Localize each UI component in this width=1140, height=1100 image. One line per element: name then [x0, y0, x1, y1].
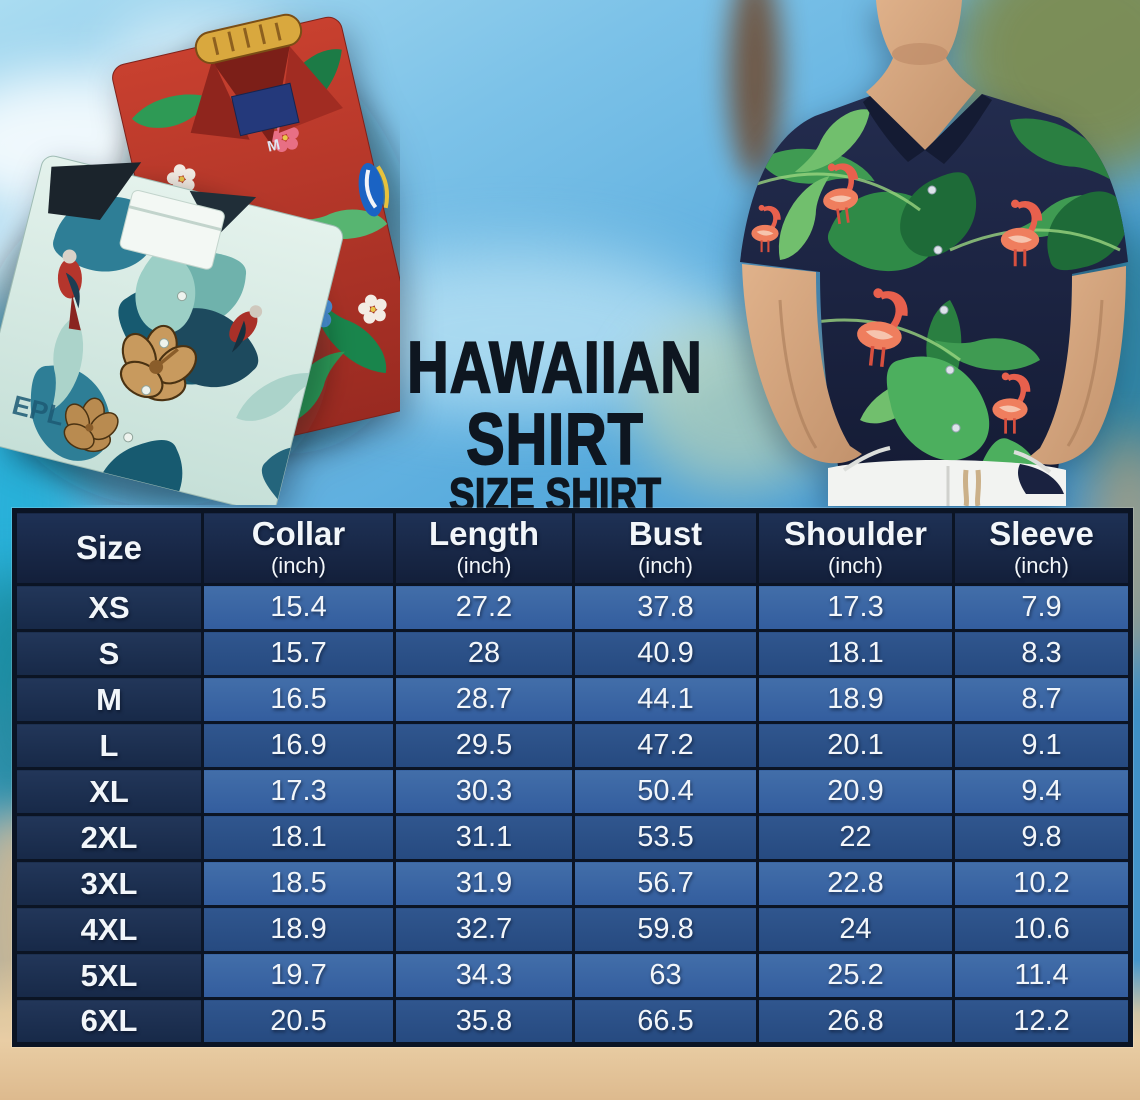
size-cell: 5XL: [13, 951, 204, 1000]
value-cell: 18.1: [756, 629, 955, 678]
value-cell: 9.8: [952, 813, 1132, 862]
size-row-m: M 16.5 28.7 44.1 18.9 8.7: [13, 675, 1132, 724]
value-cell: 66.5: [572, 997, 759, 1046]
value-cell: 28: [393, 629, 575, 678]
red-shirt-size-tag: M: [266, 136, 282, 155]
size-row-2xl: 2XL 18.1 31.1 53.5 22 9.8: [13, 813, 1132, 862]
value-cell: 26.8: [756, 997, 955, 1046]
size-chart-header: Size Collar (inch) Length (inch) Bust (inch) Sh…: [13, 509, 1132, 586]
model-photo: [740, 0, 1128, 506]
value-cell: 32.7: [393, 905, 575, 954]
value-cell: 9.4: [952, 767, 1132, 816]
size-cell: 6XL: [13, 997, 204, 1046]
value-cell: 18.1: [201, 813, 396, 862]
palm-trunk-blur: [728, 0, 782, 180]
value-cell: 16.9: [201, 721, 396, 770]
value-cell: 34.3: [393, 951, 575, 1000]
column-header: Length (inch): [393, 509, 575, 586]
size-cell: 4XL: [13, 905, 204, 954]
value-cell: 28.7: [393, 675, 575, 724]
size-chart-table: Size Collar (inch) Length (inch) Bust (inch) Sh…: [12, 508, 1133, 1047]
size-cell: 2XL: [13, 813, 204, 862]
size-row-5xl: 5XL 19.7 34.3 63 25.2 11.4: [13, 951, 1132, 1000]
value-cell: 8.3: [952, 629, 1132, 678]
value-cell: 22.8: [756, 859, 955, 908]
value-cell: 31.1: [393, 813, 575, 862]
size-row-s: S 15.7 28 40.9 18.1 8.3: [13, 629, 1132, 678]
value-cell: 44.1: [572, 675, 759, 724]
value-cell: 9.1: [952, 721, 1132, 770]
value-cell: 25.2: [756, 951, 955, 1000]
value-cell: 20.9: [756, 767, 955, 816]
value-cell: 12.2: [952, 997, 1132, 1046]
size-cell: XL: [13, 767, 204, 816]
size-cell: S: [13, 629, 204, 678]
value-cell: 27.2: [393, 583, 575, 632]
parrot-print: [57, 249, 82, 331]
value-cell: 15.7: [201, 629, 396, 678]
column-header: Shoulder (inch): [756, 509, 955, 586]
value-cell: 63: [572, 951, 759, 1000]
value-cell: 17.3: [756, 583, 955, 632]
value-cell: 10.6: [952, 905, 1132, 954]
value-cell: 47.2: [572, 721, 759, 770]
value-cell: 19.7: [201, 951, 396, 1000]
value-cell: 50.4: [572, 767, 759, 816]
value-cell: 20.1: [756, 721, 955, 770]
value-cell: 22: [756, 813, 955, 862]
value-cell: 59.8: [572, 905, 759, 954]
value-cell: 40.9: [572, 629, 759, 678]
value-cell: 17.3: [201, 767, 396, 816]
value-cell: 37.8: [572, 583, 759, 632]
column-header: Bust (inch): [572, 509, 759, 586]
parrot-print: [229, 305, 263, 353]
size-row-3xl: 3XL 18.5 31.9 56.7 22.8 10.2: [13, 859, 1132, 908]
value-cell: 11.4: [952, 951, 1132, 1000]
value-cell: 16.5: [201, 675, 396, 724]
column-header: Collar (inch): [201, 509, 396, 586]
size-cell: M: [13, 675, 204, 724]
size-row-4xl: 4XL 18.9 32.7 59.8 24 10.6: [13, 905, 1132, 954]
size-row-xl: XL 17.3 30.3 50.4 20.9 9.4: [13, 767, 1132, 816]
value-cell: 35.8: [393, 997, 575, 1046]
value-cell: 10.2: [952, 859, 1132, 908]
size-cell: XS: [13, 583, 204, 632]
value-cell: 30.3: [393, 767, 575, 816]
size-cell: L: [13, 721, 204, 770]
size-cell: 3XL: [13, 859, 204, 908]
size-chart-body: XS 15.4 27.2 37.8 17.3 7.9 S 15.7 28 40.9 18.1 8.3 M…: [13, 583, 1132, 1046]
value-cell: 7.9: [952, 583, 1132, 632]
value-cell: 56.7: [572, 859, 759, 908]
teal-hawaiian-shirt: EPL: [0, 155, 346, 505]
folded-shirts-photo: M: [0, 13, 400, 505]
value-cell: 15.4: [201, 583, 396, 632]
title-line-1: HAWAIIAN SHIRT: [406, 327, 703, 480]
column-header: Sleeve (inch): [952, 509, 1132, 586]
size-row-l: L 16.9 29.5 47.2 20.1 9.1: [13, 721, 1132, 770]
value-cell: 20.5: [201, 997, 396, 1046]
value-cell: 53.5: [572, 813, 759, 862]
size-row-xs: XS 15.4 27.2 37.8 17.3 7.9: [13, 583, 1132, 632]
value-cell: 29.5: [393, 721, 575, 770]
value-cell: 24: [756, 905, 955, 954]
value-cell: 31.9: [393, 859, 575, 908]
column-header-size: Size: [13, 509, 204, 586]
value-cell: 8.7: [952, 675, 1132, 724]
value-cell: 18.9: [201, 905, 396, 954]
value-cell: 18.9: [756, 675, 955, 724]
page-title: HAWAIIAN SHIRT SIZE SHIRT: [318, 330, 792, 519]
size-row-6xl: 6XL 20.5 35.8 66.5 26.8 12.2: [13, 997, 1132, 1046]
value-cell: 18.5: [201, 859, 396, 908]
